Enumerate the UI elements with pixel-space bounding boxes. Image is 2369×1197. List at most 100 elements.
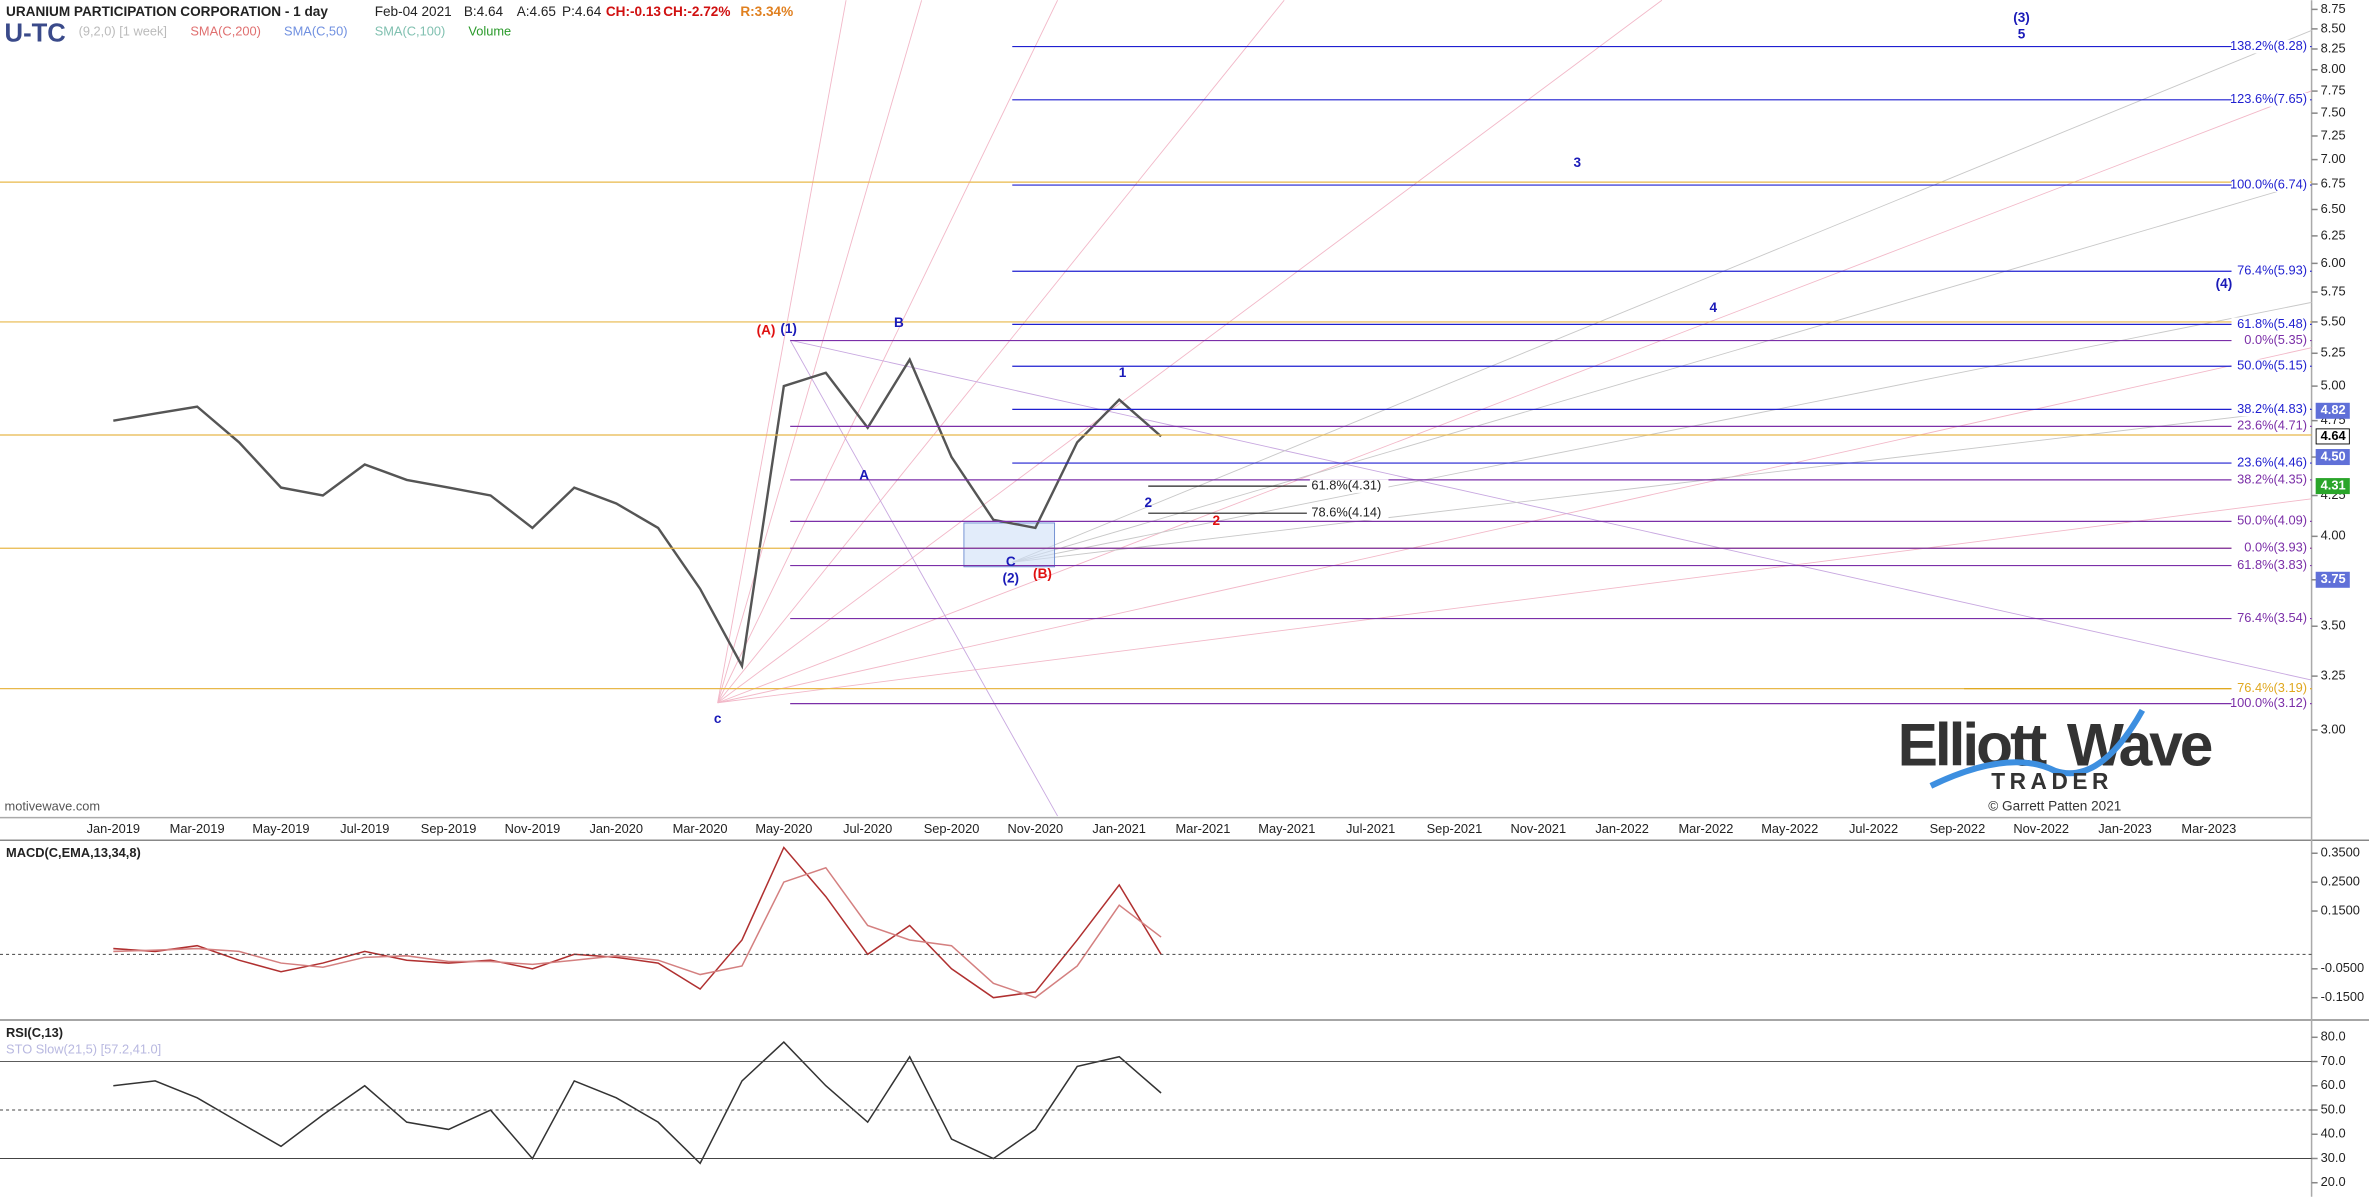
fib-label-bg: [2231, 514, 2311, 529]
wave-label: A: [859, 468, 869, 483]
y-tick-label: 7.25: [2321, 127, 2346, 142]
y-tick-label: 5.25: [2321, 345, 2346, 360]
fib-label: 100.0%(6.74): [2230, 176, 2307, 191]
x-tick-label: Mar-2020: [673, 821, 728, 836]
y-tick-label: 5.50: [2321, 313, 2346, 328]
wave-label: (4): [2216, 276, 2233, 291]
fib-label-bg: [1309, 506, 1389, 520]
fib-label: 76.4%(3.54): [2237, 610, 2307, 625]
fib-label-bg: [2231, 473, 2311, 487]
wave-label: 1: [1119, 365, 1127, 380]
fib-label: 61.8%(3.83): [2237, 557, 2307, 572]
fib-label: 50.0%(4.09): [2237, 513, 2307, 528]
y-tick-label: 8.00: [2321, 61, 2346, 76]
indicator: SMA(C,200): [190, 23, 261, 38]
x-tick-label: Mar-2019: [170, 821, 225, 836]
fib-label-bg: [2231, 264, 2311, 279]
fib-label-bg: [2231, 611, 2311, 626]
fib-label-bg: [2231, 541, 2311, 556]
x-tick-label: Mar-2021: [1176, 821, 1231, 836]
y-tick-label: 40.0: [2321, 1126, 2346, 1141]
fib-label: 76.4%(3.19): [2237, 680, 2307, 695]
fib-label: 123.6%(7.65): [2230, 91, 2307, 106]
x-tick-label: May-2019: [252, 821, 309, 836]
fib-label: 38.2%(4.35): [2237, 471, 2307, 486]
x-tick-label: Nov-2022: [2013, 821, 2069, 836]
price-badge: [2315, 449, 2350, 466]
series-line: [113, 866, 1162, 999]
gann-fan: [1012, 30, 2312, 563]
source: motivewave.com: [5, 798, 101, 813]
fib-label: 23.6%(4.71): [2237, 418, 2307, 433]
fib-label: 100.0%(3.12): [2230, 695, 2307, 710]
price-badge-label: 4.31: [2321, 477, 2346, 492]
quote-item: P:4.64: [562, 4, 602, 19]
quote-item: CH:-2.72%: [663, 4, 730, 19]
y-tick-label: 8.50: [2321, 20, 2346, 35]
y-tick-label: 80.0: [2321, 1029, 2346, 1044]
fib-label-bg: [2231, 39, 2311, 54]
y-tick-label: 3.50: [2321, 618, 2346, 633]
wave-label: 4: [1710, 300, 1718, 315]
wave-label: 2: [1212, 513, 1220, 528]
y-tick-label: 20.0: [2321, 1174, 2346, 1189]
price-badge: [2315, 571, 2350, 588]
logo-credit: © Garrett Patten 2021: [1988, 799, 2121, 814]
y-tick-label: 6.25: [2321, 227, 2346, 242]
y-tick-label: 5.00: [2321, 378, 2346, 393]
wave-label: (B): [1033, 566, 1052, 581]
wave-label: 3: [1574, 155, 1582, 170]
wave-label: (3): [2013, 10, 2030, 25]
fib-label-bg: [2231, 456, 2311, 470]
wave-label: B: [894, 315, 904, 330]
wave-label: C: [1006, 554, 1016, 569]
y-tick-label: 0.2500: [2321, 874, 2360, 889]
fib-label-bg: [2231, 681, 2311, 696]
fib-label-bg: [2231, 178, 2311, 192]
wave-label: 2: [1144, 495, 1152, 510]
y-tick-label: 8.75: [2321, 1, 2346, 16]
y-tick-label: 6.50: [2321, 201, 2346, 216]
y-tick-label: 50.0: [2321, 1101, 2346, 1116]
series-line: [113, 357, 1162, 670]
x-tick-label: Sep-2022: [1930, 821, 1986, 836]
logo-text: TRADER: [1991, 768, 2113, 794]
y-tick-label: 7.75: [2321, 82, 2346, 97]
x-tick-label: Jul-2019: [340, 821, 389, 836]
x-tick-label: Sep-2020: [924, 821, 980, 836]
x-tick-label: May-2021: [1258, 821, 1315, 836]
x-tick-label: Sep-2021: [1427, 821, 1483, 836]
price-badge: [2315, 402, 2350, 419]
settings: (9,2,0) [1 week]: [79, 23, 167, 38]
y-tick-label: -0.0500: [2321, 960, 2365, 975]
y-tick-label: 3.00: [2321, 721, 2346, 736]
price-badge-label: 3.75: [2321, 571, 2346, 586]
quote-item: B:4.64: [464, 4, 504, 19]
chart-title: URANIUM PARTICIPATION CORPORATION - 1 da…: [6, 4, 328, 19]
wave-label: c: [714, 711, 722, 726]
x-tick-label: Mar-2023: [2181, 821, 2236, 836]
quote-item: Feb-04 2021: [375, 4, 452, 19]
fib-label: 138.2%(8.28): [2230, 38, 2307, 53]
fib-label-bg: [2231, 359, 2311, 374]
y-tick-label: 5.75: [2321, 283, 2346, 298]
panel-title: MACD(C,EMA,13,34,8): [6, 845, 141, 860]
fib-label: 38.2%(4.83): [2237, 401, 2307, 416]
price-badge-label: 4.50: [2321, 448, 2346, 463]
y-tick-label: 7.50: [2321, 105, 2346, 120]
fib-label: 0.0%(3.93): [2244, 540, 2307, 555]
fib-label: 78.6%(4.14): [1311, 505, 1381, 520]
y-tick-label: 4.00: [2321, 528, 2346, 543]
wave-label: (2): [1002, 570, 1019, 585]
quote-item: CH:-0.13: [606, 4, 662, 19]
indicator: SMA(C,100): [375, 23, 446, 38]
fib-label-bg: [2231, 317, 2311, 332]
indicator: Volume: [468, 23, 511, 38]
fib-label-bg: [2231, 419, 2311, 434]
fib-label: 61.8%(4.31): [1311, 477, 1381, 492]
x-tick-label: Mar-2022: [1678, 821, 1733, 836]
x-tick-label: Nov-2019: [505, 821, 561, 836]
fib-label: 50.0%(5.15): [2237, 358, 2307, 373]
gann-fan: [717, 0, 2312, 817]
